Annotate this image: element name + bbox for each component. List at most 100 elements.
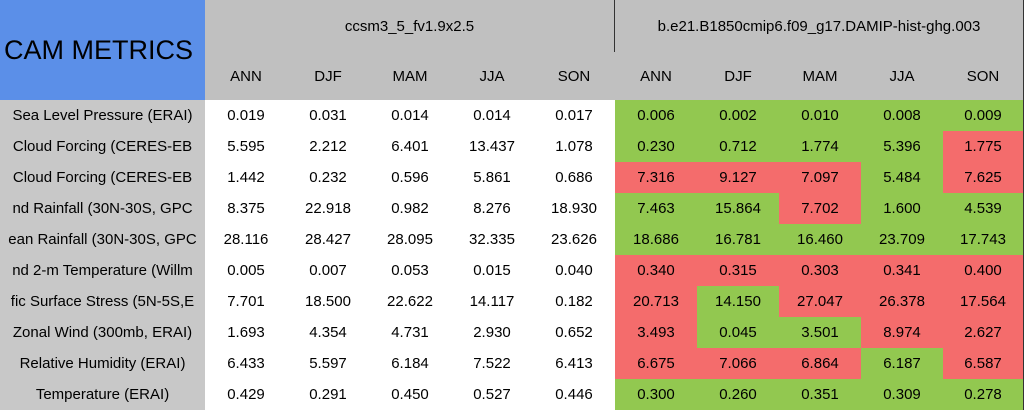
value-cell: 0.010 (779, 100, 862, 132)
value-cell: 5.396 (861, 131, 944, 163)
row-label: Sea Level Pressure (ERAI) (0, 100, 206, 132)
value-cell: 0.007 (287, 255, 370, 287)
value-cell: 23.626 (533, 224, 616, 256)
value-cell: 0.527 (451, 379, 534, 410)
value-cell: 0.300 (615, 379, 698, 410)
value-cell: 0.596 (369, 162, 452, 194)
row-label: fic Surface Stress (5N-5S,E (0, 286, 206, 318)
value-cell: 6.413 (533, 348, 616, 380)
value-cell: 5.484 (861, 162, 944, 194)
value-cell: 3.501 (779, 317, 862, 349)
value-cell: 0.446 (533, 379, 616, 410)
value-cell: 7.701 (205, 286, 288, 318)
value-cell: 18.500 (287, 286, 370, 318)
value-cell: 0.341 (861, 255, 944, 287)
value-cell: 6.864 (779, 348, 862, 380)
value-cell: 16.460 (779, 224, 862, 256)
value-cell: 0.014 (369, 100, 452, 132)
value-cell: 0.045 (697, 317, 780, 349)
value-cell: 0.040 (533, 255, 616, 287)
season-header: ANN (615, 52, 698, 101)
row-label: ean Rainfall (30N-30S, GPC (0, 224, 206, 256)
value-cell: 1.600 (861, 193, 944, 225)
value-cell: 1.774 (779, 131, 862, 163)
value-cell: 9.127 (697, 162, 780, 194)
value-cell: 7.463 (615, 193, 698, 225)
value-cell: 0.019 (205, 100, 288, 132)
row-label: nd Rainfall (30N-30S, GPC (0, 193, 206, 225)
value-cell: 17.743 (943, 224, 1024, 256)
value-cell: 5.861 (451, 162, 534, 194)
season-header: MAM (779, 52, 862, 101)
row-label: Cloud Forcing (CERES-EB (0, 162, 206, 194)
value-cell: 4.731 (369, 317, 452, 349)
value-cell: 0.450 (369, 379, 452, 410)
season-header: MAM (369, 52, 452, 101)
value-cell: 14.117 (451, 286, 534, 318)
season-header: JJA (861, 52, 944, 101)
value-cell: 4.354 (287, 317, 370, 349)
value-cell: 20.713 (615, 286, 698, 318)
value-cell: 7.097 (779, 162, 862, 194)
value-cell: 0.006 (615, 100, 698, 132)
row-label: Temperature (ERAI) (0, 379, 206, 410)
value-cell: 7.066 (697, 348, 780, 380)
value-cell: 15.864 (697, 193, 780, 225)
value-cell: 6.675 (615, 348, 698, 380)
value-cell: 0.053 (369, 255, 452, 287)
value-cell: 7.702 (779, 193, 862, 225)
value-cell: 6.433 (205, 348, 288, 380)
value-cell: 18.930 (533, 193, 616, 225)
value-cell: 2.212 (287, 131, 370, 163)
value-cell: 0.260 (697, 379, 780, 410)
value-cell: 0.009 (943, 100, 1024, 132)
value-cell: 2.627 (943, 317, 1024, 349)
value-cell: 0.712 (697, 131, 780, 163)
value-cell: 1.442 (205, 162, 288, 194)
value-cell: 0.652 (533, 317, 616, 349)
value-cell: 5.597 (287, 348, 370, 380)
value-cell: 0.278 (943, 379, 1024, 410)
row-label: Cloud Forcing (CERES-EB (0, 131, 206, 163)
value-cell: 0.232 (287, 162, 370, 194)
value-cell: 0.982 (369, 193, 452, 225)
value-cell: 8.974 (861, 317, 944, 349)
season-header: DJF (697, 52, 780, 101)
season-header: ANN (205, 52, 288, 101)
group-header: b.e21.B1850cmip6.f09_g17.DAMIP-hist-ghg.… (615, 0, 1024, 53)
value-cell: 8.276 (451, 193, 534, 225)
value-cell: 5.595 (205, 131, 288, 163)
value-cell: 32.335 (451, 224, 534, 256)
value-cell: 22.622 (369, 286, 452, 318)
season-header: JJA (451, 52, 534, 101)
value-cell: 28.427 (287, 224, 370, 256)
value-cell: 0.309 (861, 379, 944, 410)
value-cell: 0.340 (615, 255, 698, 287)
value-cell: 1.078 (533, 131, 616, 163)
row-label: Relative Humidity (ERAI) (0, 348, 206, 380)
value-cell: 8.375 (205, 193, 288, 225)
value-cell: 0.008 (861, 100, 944, 132)
row-label: nd 2-m Temperature (Willm (0, 255, 206, 287)
value-cell: 3.493 (615, 317, 698, 349)
value-cell: 6.587 (943, 348, 1024, 380)
value-cell: 0.315 (697, 255, 780, 287)
value-cell: 7.316 (615, 162, 698, 194)
value-cell: 0.351 (779, 379, 862, 410)
value-cell: 0.291 (287, 379, 370, 410)
value-cell: 0.002 (697, 100, 780, 132)
value-cell: 4.539 (943, 193, 1024, 225)
value-cell: 7.522 (451, 348, 534, 380)
title-cell: CAM METRICS (0, 0, 206, 101)
value-cell: 6.401 (369, 131, 452, 163)
value-cell: 28.095 (369, 224, 452, 256)
group-header: ccsm3_5_fv1.9x2.5 (205, 0, 615, 53)
value-cell: 6.184 (369, 348, 452, 380)
value-cell: 6.187 (861, 348, 944, 380)
value-cell: 17.564 (943, 286, 1024, 318)
season-header: SON (533, 52, 616, 101)
row-label: Zonal Wind (300mb, ERAI) (0, 317, 206, 349)
value-cell: 14.150 (697, 286, 780, 318)
value-cell: 28.116 (205, 224, 288, 256)
